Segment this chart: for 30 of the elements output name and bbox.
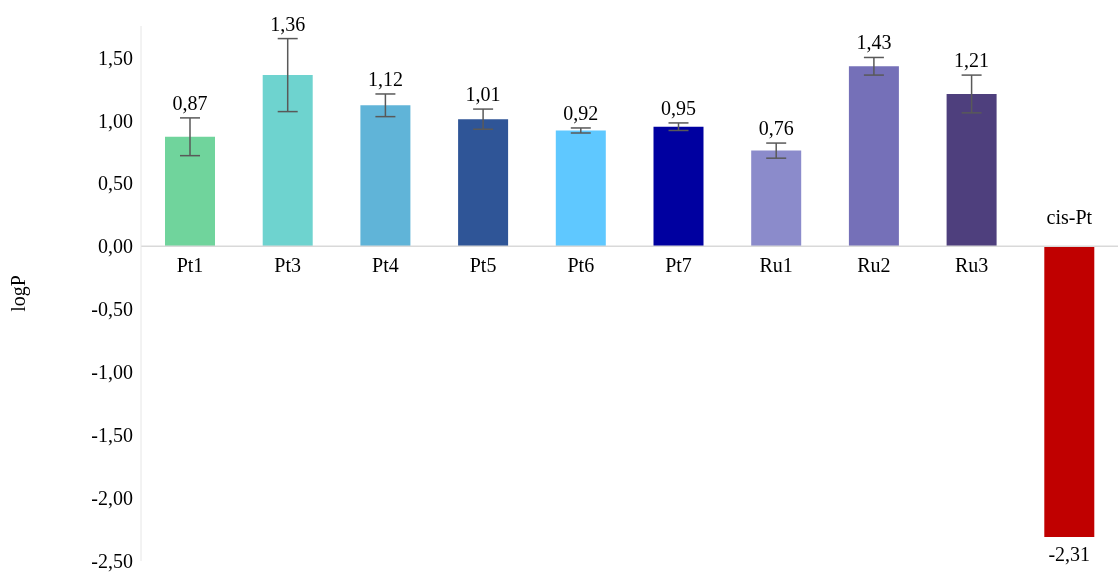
data-label: -2,31	[1048, 543, 1091, 566]
x-tick-label: Pt6	[567, 254, 595, 277]
y-tick-label: -0,50	[91, 298, 133, 321]
data-label: 0,76	[758, 117, 794, 140]
data-label: 1,43	[856, 31, 892, 54]
x-tick-label: Pt5	[469, 254, 497, 277]
x-tick-label: Ru2	[857, 254, 891, 277]
data-label: 1,21	[954, 49, 990, 72]
data-label: 0,95	[661, 96, 696, 119]
x-tick-label: Pt1	[176, 254, 204, 277]
y-tick-label: -1,00	[91, 361, 133, 384]
x-tick-label: Pt4	[372, 254, 399, 277]
x-tick-label: Pt7	[665, 254, 692, 277]
y-tick-label: 0,50	[98, 172, 133, 195]
y-tick-label: -2,00	[91, 487, 133, 510]
y-tick-label: 1,50	[98, 46, 133, 69]
x-tick-label: Ru3	[954, 254, 989, 277]
x-tick-label: cis-Pt	[1046, 206, 1093, 229]
y-tick-label: -1,50	[91, 424, 133, 447]
y-tick-label: 1,00	[98, 109, 133, 132]
x-tick-label: Ru1	[759, 254, 793, 277]
data-label: 1,01	[465, 83, 501, 106]
x-tick-label: Pt3	[274, 254, 302, 277]
data-label: 1,36	[270, 12, 306, 35]
y-tick-label: -2,50	[91, 550, 133, 573]
y-axis-title: logP	[7, 275, 31, 312]
y-tick-label: 0,00	[98, 235, 133, 258]
data-label: 0,92	[563, 101, 599, 124]
data-label: 1,12	[367, 67, 403, 90]
data-label: 0,87	[172, 91, 208, 114]
